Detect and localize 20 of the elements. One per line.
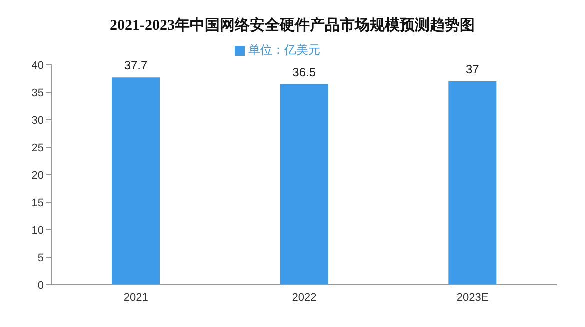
y-tick-label: 30 bbox=[32, 114, 44, 127]
chart-title: 2021-2023年中国网络安全硬件产品市场规模预测趋势图 bbox=[109, 16, 476, 36]
bar bbox=[112, 78, 160, 285]
y-tick-label: 10 bbox=[32, 224, 44, 237]
x-tick-label: 2023E bbox=[456, 292, 489, 304]
data-label: 36.5 bbox=[292, 65, 316, 80]
y-tick-label: 35 bbox=[32, 87, 44, 100]
y-tick-label: 40 bbox=[32, 60, 44, 72]
y-tick-label: 20 bbox=[32, 170, 44, 182]
data-label: 37 bbox=[466, 62, 480, 76]
y-tick-label: 5 bbox=[38, 252, 44, 264]
legend-label: 单位：亿美元 bbox=[248, 43, 320, 57]
y-tick-label: 15 bbox=[32, 197, 44, 210]
y-tick-label: 0 bbox=[38, 280, 44, 292]
bar bbox=[448, 82, 497, 285]
y-tick-label: 25 bbox=[32, 142, 44, 154]
x-tick-label: 2022 bbox=[292, 292, 317, 304]
data-label: 37.7 bbox=[124, 58, 148, 73]
x-tick-label: 2021 bbox=[124, 292, 148, 304]
bar bbox=[280, 84, 328, 285]
